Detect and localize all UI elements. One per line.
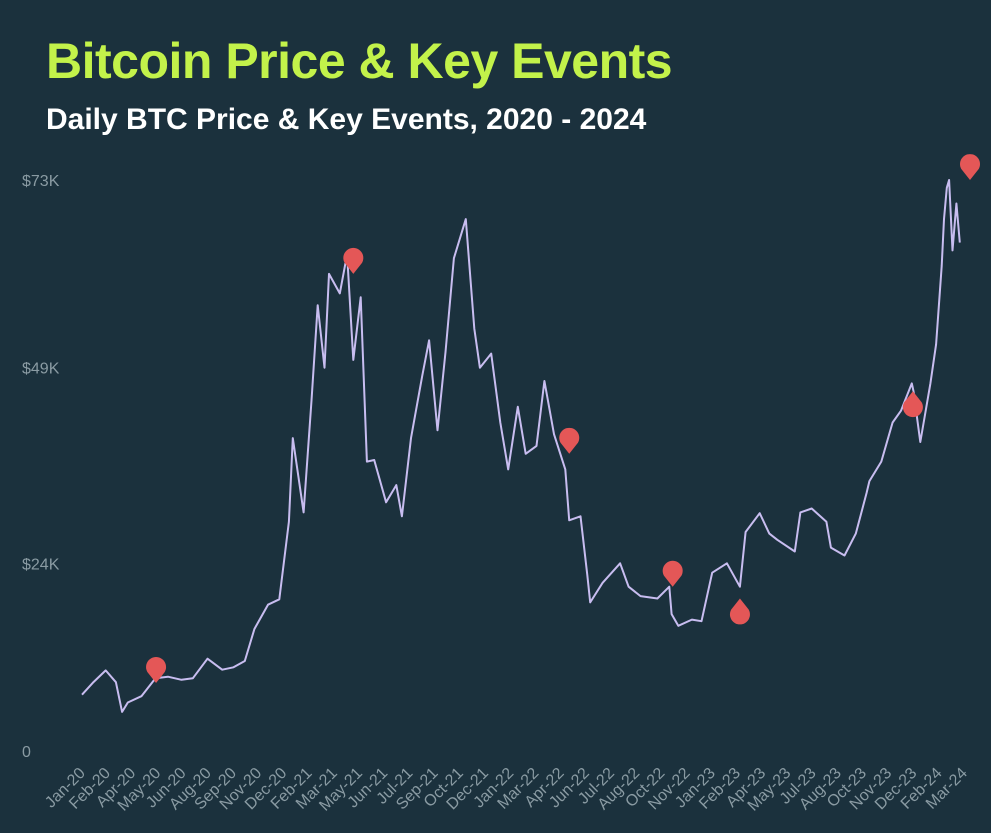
- event-marker[interactable]: [343, 247, 364, 274]
- event-marker[interactable]: [559, 427, 580, 454]
- event-marker[interactable]: [729, 598, 750, 625]
- series-layer: [81, 179, 961, 713]
- y-axis: 0 $24K $49K $73K: [22, 173, 60, 761]
- y-tick-label: $73K: [22, 173, 60, 190]
- y-tick-label: $49K: [22, 361, 60, 378]
- y-tick-label: 0: [22, 744, 31, 761]
- y-tick-label: $24K: [22, 556, 60, 573]
- price-line: [81, 179, 961, 713]
- event-marker[interactable]: [146, 657, 167, 683]
- chart-title: Bitcoin Price & Key Events: [46, 33, 673, 89]
- event-markers: [146, 154, 980, 683]
- event-marker[interactable]: [662, 560, 683, 587]
- event-marker[interactable]: [902, 391, 923, 418]
- event-marker[interactable]: [960, 154, 980, 180]
- chart-subtitle: Daily BTC Price & Key Events, 2020 - 202…: [46, 103, 647, 136]
- x-axis: Jan-20Feb-20Apr-20May-20Jun-20Aug-20Sep-…: [42, 765, 971, 815]
